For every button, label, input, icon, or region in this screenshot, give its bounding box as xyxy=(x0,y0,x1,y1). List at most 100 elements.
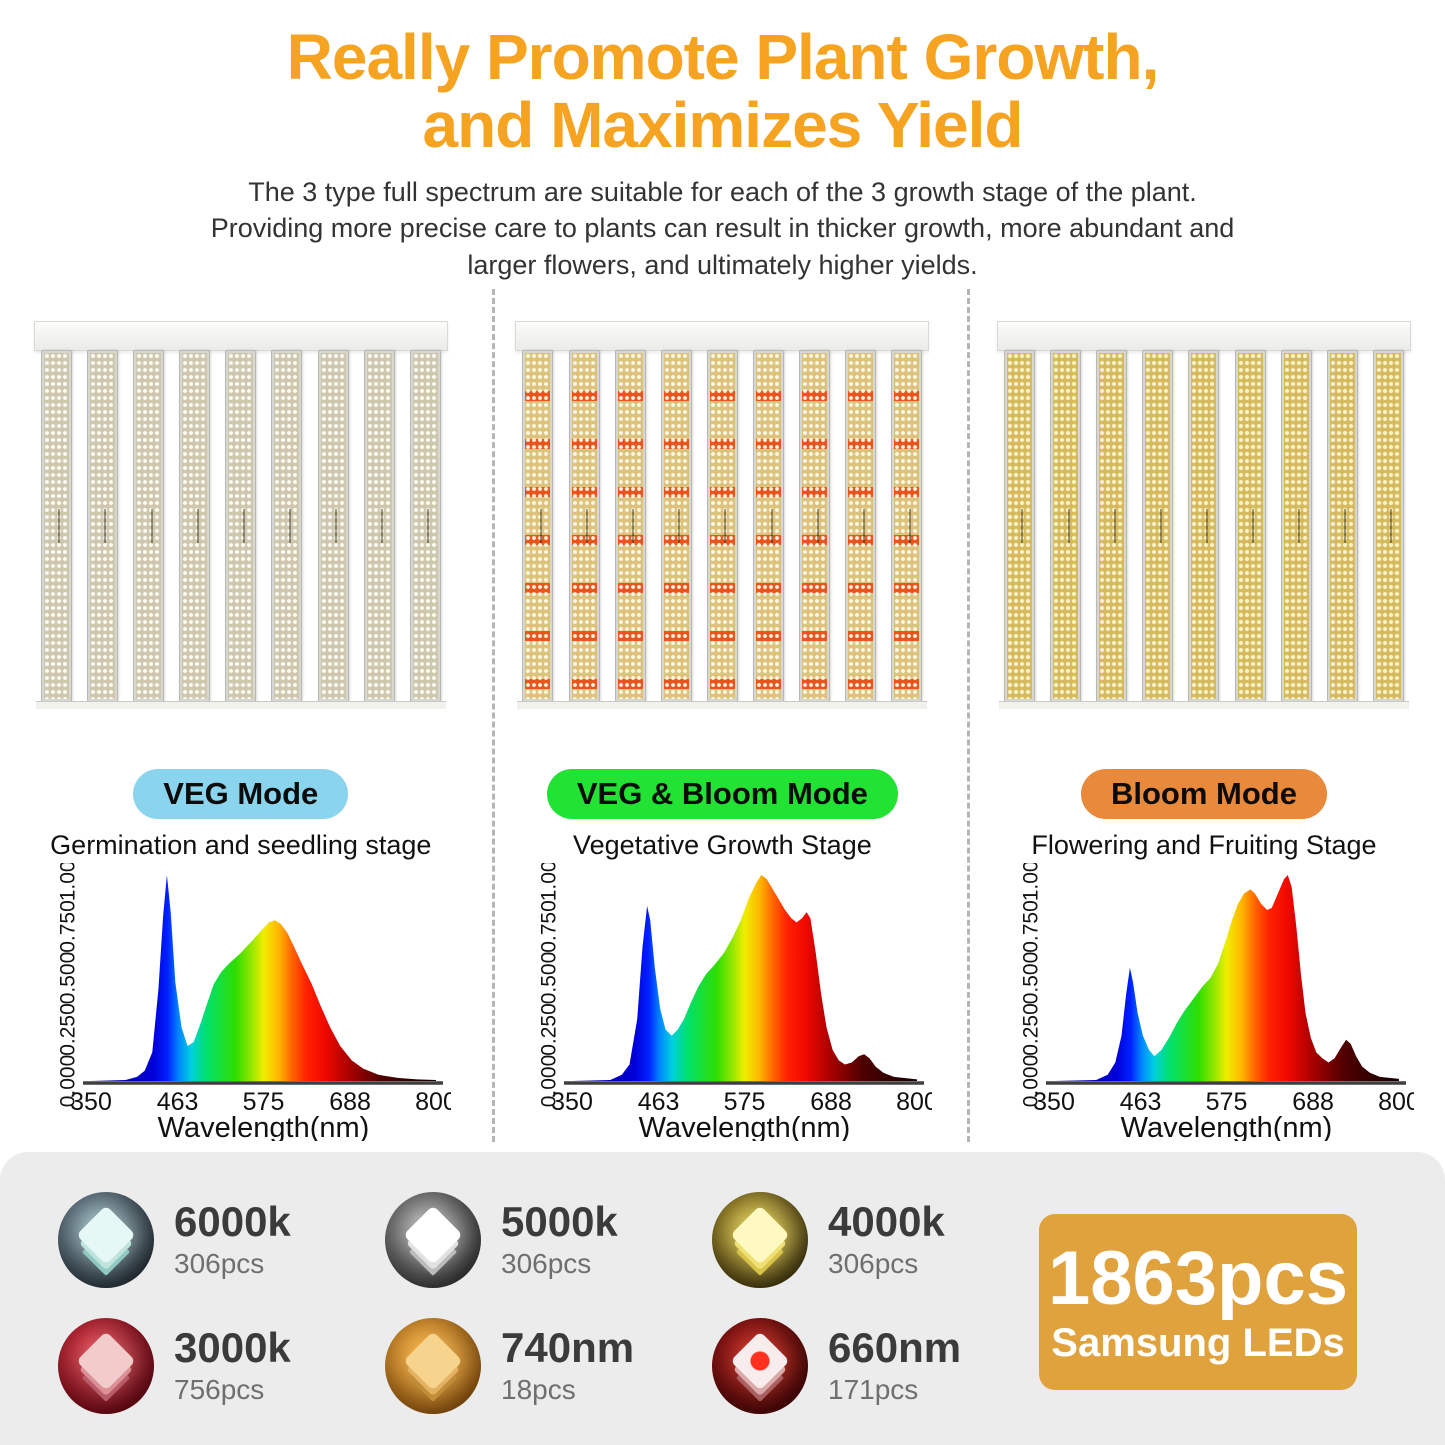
spec-count: 306pcs xyxy=(828,1247,919,1279)
svg-text:Wavelength(nm): Wavelength(nm) xyxy=(1121,1112,1333,1141)
veg-bloom-mode-led-panel-image xyxy=(515,321,930,709)
spec-count: 171pcs xyxy=(828,1373,919,1405)
panel-bottom-rail xyxy=(517,701,928,709)
panel-mounting-bar xyxy=(33,321,448,351)
veg-stage-label: Germination and seedling stage xyxy=(50,830,432,860)
led-bar xyxy=(891,350,923,702)
svg-text:350: 350 xyxy=(552,1088,594,1116)
led-bars xyxy=(40,350,441,702)
spec-text: 3000k 756pcs xyxy=(174,1326,291,1405)
led-strip xyxy=(617,353,643,699)
led-bar xyxy=(1003,350,1035,702)
led-bar xyxy=(1188,350,1220,702)
svg-text:575: 575 xyxy=(1206,1088,1248,1116)
led-bar xyxy=(1234,350,1266,702)
svg-text:575: 575 xyxy=(724,1088,766,1116)
spec-count: 756pcs xyxy=(174,1373,265,1405)
svg-text:Wavelength(nm): Wavelength(nm) xyxy=(639,1112,851,1141)
spec-value: 4000k xyxy=(828,1198,945,1246)
led-bar xyxy=(1096,350,1128,702)
led-strip xyxy=(1099,353,1125,699)
spec-value: 660nm xyxy=(828,1324,962,1372)
total-leds-label: Samsung LEDs xyxy=(1051,1321,1345,1365)
led-bar xyxy=(363,350,395,702)
svg-text:0.250: 0.250 xyxy=(56,1003,79,1056)
bloom-mode-led-panel-image xyxy=(996,321,1411,709)
svg-text:575: 575 xyxy=(242,1088,284,1116)
led-strip xyxy=(525,353,551,699)
led-bar xyxy=(753,350,785,702)
led-strip xyxy=(1375,353,1401,699)
chip-stack xyxy=(730,1205,790,1265)
spec-item-740nm: 740nm 18pcs xyxy=(385,1318,712,1414)
led-strip xyxy=(1329,353,1355,699)
spec-count: 306pcs xyxy=(501,1247,592,1279)
led-chip-740nm-icon xyxy=(385,1318,481,1414)
veg-spectrum-chart: 0.000 0.250 0.500 0.750 1.000 350 463 575 688 800… xyxy=(31,849,456,1146)
svg-text:0.000: 0.000 xyxy=(538,1055,561,1108)
svg-text:800: 800 xyxy=(1378,1088,1414,1116)
panel-bottom-rail xyxy=(998,701,1409,709)
panel-mounting-bar xyxy=(996,321,1411,351)
header: Really Promote Plant Growth, and Maximiz… xyxy=(0,0,1445,285)
svg-text:800: 800 xyxy=(897,1088,933,1116)
bloom-spectrum-chart: 0.000 0.250 0.500 0.750 1.000 350 463 575 688 800… xyxy=(994,849,1420,1146)
subtitle: The 3 type full spectrum are suitable fo… xyxy=(0,174,1445,283)
modes-comparison-section: VEG Mode Germination and seedling stage … xyxy=(0,285,1445,1152)
led-strip xyxy=(89,353,115,699)
led-strip xyxy=(894,353,920,699)
svg-text:0.750: 0.750 xyxy=(1020,900,1043,953)
svg-text:350: 350 xyxy=(1033,1088,1075,1116)
veg-mode-badge: VEG Mode xyxy=(133,769,349,819)
page-title: Really Promote Plant Growth, and Maximiz… xyxy=(0,23,1445,160)
led-bars xyxy=(1003,350,1404,702)
svg-text:0.500: 0.500 xyxy=(1020,952,1043,1005)
led-chip-3000k-icon xyxy=(58,1318,154,1414)
led-bar xyxy=(1326,350,1358,702)
chip-stack xyxy=(730,1331,790,1391)
led-strip xyxy=(366,353,392,699)
spec-item-6000k: 6000k 306pcs xyxy=(58,1192,385,1288)
led-strip xyxy=(709,353,735,699)
spec-value: 5000k xyxy=(501,1198,618,1246)
led-strip xyxy=(802,353,828,699)
led-bar xyxy=(568,350,600,702)
led-bar xyxy=(799,350,831,702)
led-bar xyxy=(409,350,441,702)
svg-text:0.000: 0.000 xyxy=(56,1055,79,1108)
total-leds-badge: 1863pcs Samsung LEDs xyxy=(1039,1214,1357,1390)
subtitle-line-2: Providing more precise care to plants ca… xyxy=(210,213,1235,244)
led-strip xyxy=(412,353,438,699)
led-strip xyxy=(1053,353,1079,699)
svg-text:1.000: 1.000 xyxy=(538,863,561,901)
subtitle-line-1: The 3 type full spectrum are suitable fo… xyxy=(248,176,1197,207)
spec-value: 6000k xyxy=(174,1198,291,1246)
led-bar xyxy=(40,350,72,702)
led-bar xyxy=(1372,350,1404,702)
bloom-stage-label: Flowering and Fruiting Stage xyxy=(1031,830,1377,860)
led-strip xyxy=(228,353,254,699)
spec-value: 3000k xyxy=(174,1324,291,1372)
dashed-divider xyxy=(492,289,495,1142)
led-bar xyxy=(1280,350,1312,702)
chip-stack xyxy=(403,1205,463,1265)
led-strip xyxy=(663,353,689,699)
led-strip xyxy=(571,353,597,699)
spec-text: 5000k 306pcs xyxy=(501,1200,618,1279)
led-chip-660nm-icon xyxy=(712,1318,808,1414)
veg-bloom-mode-badge: VEG & Bloom Mode xyxy=(546,769,898,819)
led-strip xyxy=(1006,353,1032,699)
veg-bloom-stage-label: Vegetative Growth Stage xyxy=(573,830,872,860)
spec-count: 18pcs xyxy=(501,1373,576,1405)
spec-value: 740nm xyxy=(501,1324,635,1372)
bloom-mode-column: Bloom Mode Flowering and Fruiting Stage … xyxy=(963,285,1445,1152)
chip-stack xyxy=(403,1331,463,1391)
svg-text:463: 463 xyxy=(157,1088,199,1116)
led-bar xyxy=(845,350,877,702)
led-bar xyxy=(522,350,554,702)
led-bar xyxy=(1142,350,1174,702)
led-strip xyxy=(320,353,346,699)
total-leds-value: 1863pcs xyxy=(1047,1236,1349,1321)
